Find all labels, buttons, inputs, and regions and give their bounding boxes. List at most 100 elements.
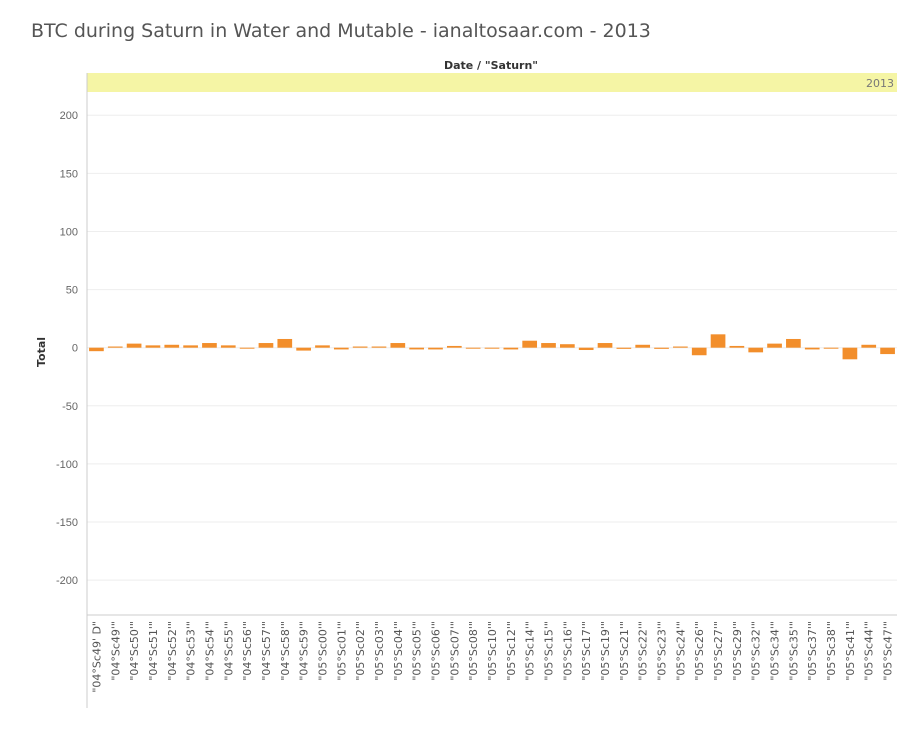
bar[interactable] <box>126 343 142 348</box>
bar[interactable] <box>522 340 538 348</box>
x-tick-label: "05°Sc24'" <box>674 621 687 681</box>
y-tick-label: 0 <box>72 343 78 355</box>
x-tick-label: "04°Sc51'" <box>147 621 160 681</box>
x-tick-label: "05°Sc23'" <box>656 621 669 681</box>
bar[interactable] <box>296 347 311 351</box>
bar[interactable] <box>673 346 688 348</box>
y-tick-label: -150 <box>56 517 78 529</box>
x-tick-label: "05°Sc19'" <box>599 621 612 681</box>
x-tick-label: "05°Sc04'" <box>392 621 405 681</box>
bar[interactable] <box>258 343 274 348</box>
bar[interactable] <box>729 345 745 348</box>
x-tick-label: "05°Sc32'" <box>750 621 763 681</box>
column-header: Date / "Saturn" 2013 <box>87 59 897 92</box>
y-tick-label: 200 <box>60 110 78 122</box>
x-tick-label: "05°Sc21'" <box>618 621 631 681</box>
y-tick-label: -100 <box>56 459 78 471</box>
x-tick-label: "04°Sc54'" <box>203 621 216 681</box>
bar[interactable] <box>635 344 651 348</box>
bar[interactable] <box>183 345 198 348</box>
x-tick-label: "05°Sc10'" <box>486 621 499 681</box>
bar[interactable] <box>333 347 349 350</box>
bar[interactable] <box>89 347 104 352</box>
x-tick-label: "05°Sc29'" <box>731 621 744 681</box>
column-header-title: Date / "Saturn" <box>444 59 538 72</box>
bar[interactable] <box>861 344 877 348</box>
x-tick-label: "04°Sc50'" <box>128 621 141 681</box>
bar[interactable] <box>220 345 236 348</box>
bar[interactable] <box>371 346 387 348</box>
x-tick-label: "04°Sc52'" <box>166 621 179 681</box>
x-tick-label: "05°Sc26'" <box>693 621 706 681</box>
x-tick-label: "05°Sc07'" <box>448 621 461 681</box>
bar[interactable] <box>409 347 424 350</box>
bar[interactable] <box>484 347 500 349</box>
bar[interactable] <box>616 347 632 349</box>
bar[interactable] <box>164 344 180 348</box>
chart-title: BTC during Saturn in Water and Mutable -… <box>31 20 651 42</box>
x-axis: "04°Sc49' D" "04°Sc49'" "04°Sc50'" "04°Sc51… <box>90 621 894 693</box>
x-tick-label: "05°Sc01'" <box>335 621 348 681</box>
bar[interactable] <box>691 347 707 356</box>
x-tick-label: "05°Sc14'" <box>524 621 537 681</box>
x-tick-label: "04°Sc49'" <box>109 621 122 681</box>
bar[interactable] <box>748 347 764 353</box>
y-tick-label: 50 <box>66 285 78 297</box>
bar[interactable] <box>804 347 820 350</box>
bars <box>89 334 895 360</box>
x-tick-label: "05°Sc41'" <box>844 621 857 681</box>
x-tick-label: "05°Sc05'" <box>411 621 424 681</box>
x-tick-label: "05°Sc47'" <box>882 621 895 681</box>
bar[interactable] <box>710 334 726 348</box>
x-tick-label: "05°Sc16'" <box>561 621 574 681</box>
y-axis: Total 200 150 100 50 0 -50 -100 -150 -200 <box>35 73 897 708</box>
bar[interactable] <box>541 343 556 348</box>
bar[interactable] <box>597 343 613 348</box>
bar[interactable] <box>654 347 669 349</box>
bar[interactable] <box>428 347 443 350</box>
year-header-band <box>87 73 897 92</box>
y-tick-label: -200 <box>56 575 78 587</box>
bar[interactable] <box>823 347 839 349</box>
x-tick-label: "05°Sc17'" <box>580 621 593 681</box>
bar[interactable] <box>842 347 858 360</box>
bar[interactable] <box>503 347 519 350</box>
bar[interactable] <box>315 345 330 348</box>
x-tick-label: "05°Sc34'" <box>769 621 782 681</box>
x-tick-label: "04°Sc59'" <box>298 621 311 681</box>
bar[interactable] <box>786 338 801 348</box>
x-tick-label: "04°Sc57'" <box>260 621 273 681</box>
bar[interactable] <box>352 346 368 348</box>
bar[interactable] <box>560 344 575 348</box>
bar[interactable] <box>239 347 255 349</box>
bar[interactable] <box>202 343 217 348</box>
x-tick-label: "05°Sc02'" <box>354 621 367 681</box>
x-tick-label: "05°Sc22'" <box>637 621 650 681</box>
y-tick-label: 100 <box>60 226 78 238</box>
x-tick-label: "05°Sc15'" <box>543 621 556 681</box>
y-tick-label: 150 <box>60 168 78 180</box>
bar[interactable] <box>465 347 481 349</box>
bar[interactable] <box>578 347 594 351</box>
bar[interactable] <box>277 338 293 348</box>
bar[interactable] <box>880 347 895 355</box>
bar[interactable] <box>767 343 782 348</box>
year-label: 2013 <box>866 77 894 90</box>
x-tick-label: "05°Sc00'" <box>316 621 329 681</box>
y-tick-label: -50 <box>62 401 78 413</box>
x-tick-label: "05°Sc37'" <box>806 621 819 681</box>
x-tick-label: "05°Sc35'" <box>787 621 800 681</box>
x-tick-label: "05°Sc44'" <box>863 621 876 681</box>
x-tick-label: "04°Sc53'" <box>185 621 198 681</box>
bar[interactable] <box>446 345 462 348</box>
x-tick-label: "05°Sc27'" <box>712 621 725 681</box>
bar[interactable] <box>107 346 123 348</box>
bar[interactable] <box>145 345 161 348</box>
x-tick-label: "05°Sc38'" <box>825 621 838 681</box>
x-tick-label: "04°Sc55'" <box>222 621 235 681</box>
x-tick-label: "05°Sc08'" <box>467 621 480 681</box>
x-tick-label: "05°Sc03'" <box>373 621 386 681</box>
x-tick-label: "05°Sc06'" <box>429 621 442 681</box>
bar[interactable] <box>390 343 406 348</box>
